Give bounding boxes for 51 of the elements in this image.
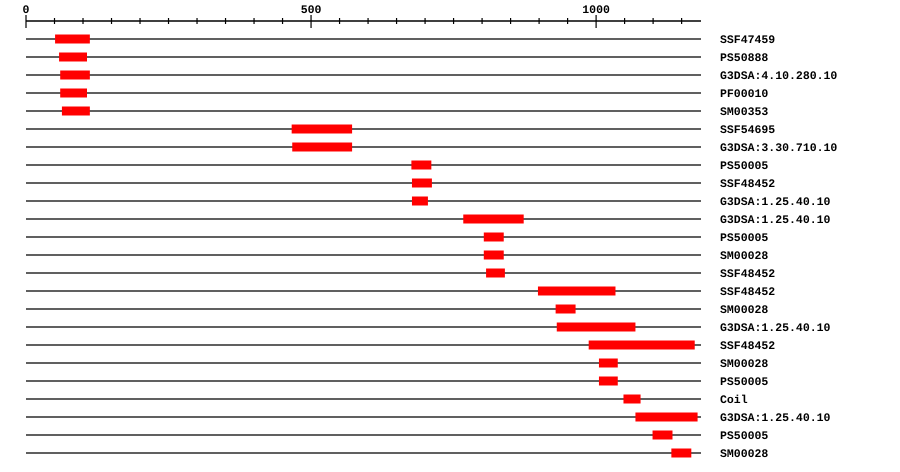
y-tick-label: SM00028 [720,448,768,461]
x-tick-label: 1000 [582,4,610,17]
bar [671,448,692,458]
y-tick-label: PS50888 [720,52,768,65]
bar [486,268,505,278]
y-tick-label: G3DSA:1.25.40.10 [720,196,831,209]
bar [411,160,432,170]
bar [55,34,90,44]
bar [463,214,524,224]
bar [60,88,87,98]
bar [62,106,90,116]
y-tick-label: SM00353 [720,106,768,119]
x-tick-label: 500 [300,4,322,17]
y-tick-label: SSF48452 [720,286,776,299]
y-tick-label: SSF48452 [720,340,776,353]
bar [623,394,641,404]
bar [59,52,87,62]
bar [598,358,618,368]
y-tick-label: Coil [720,394,748,407]
bar [598,376,618,386]
y-tick-label: PF00010 [720,88,768,101]
y-tick-label: SM00028 [720,304,768,317]
y-tick-label: G3DSA:4.10.280.10 [720,70,838,83]
bar [292,142,352,152]
y-tick-label: SM00028 [720,250,768,263]
y-tick-label: SM00028 [720,358,768,371]
bar [635,412,698,422]
y-tick-label: PS50005 [720,376,768,389]
x-tick-label: 0 [22,4,30,17]
bar [412,178,432,188]
bar [484,232,504,242]
y-tick-label: PS50005 [720,160,768,173]
bar [60,70,90,80]
y-tick-label: G3DSA:3.30.710.10 [720,142,838,155]
y-tick-label: PS50005 [720,430,768,443]
y-tick-label: SSF48452 [720,268,776,281]
bar [538,286,616,296]
y-tick-label: PS50005 [720,232,768,245]
bar [412,196,428,206]
bar [556,304,576,314]
y-tick-label: SSF47459 [720,34,776,47]
bar [652,430,672,440]
y-tick-label: G3DSA:1.25.40.10 [720,214,831,227]
y-tick-label: G3DSA:1.25.40.10 [720,412,831,425]
y-tick-label: SSF48452 [720,178,776,191]
y-tick-label: SSF54695 [720,124,776,137]
y-tick-label: G3DSA:1.25.40.10 [720,322,831,335]
bar [588,340,695,350]
bar [484,250,504,260]
bar [292,124,352,134]
bar [556,322,636,332]
